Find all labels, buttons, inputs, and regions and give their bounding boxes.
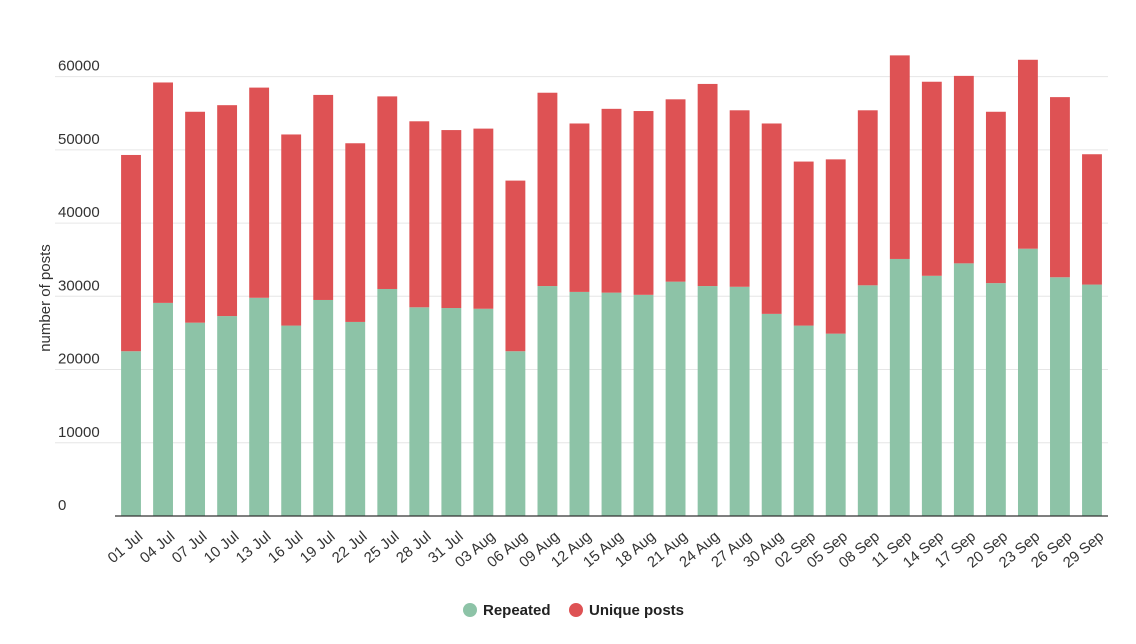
bar-unique-posts <box>889 55 910 259</box>
bar-repeated <box>153 302 173 516</box>
bar-unique-posts <box>985 111 1006 284</box>
bar-unique-posts <box>441 130 462 309</box>
bar-repeated <box>921 275 942 516</box>
bar-repeated <box>409 307 430 516</box>
bar-repeated <box>729 286 750 516</box>
y-axis-title: number of posts <box>37 244 54 352</box>
y-tick-label: 60000 <box>58 58 100 75</box>
bar-unique-posts <box>857 110 878 286</box>
bar-unique-posts <box>409 121 430 308</box>
bar-repeated <box>697 286 718 516</box>
bar-unique-posts <box>473 128 494 309</box>
x-tick-label: 16 Jul <box>265 528 307 567</box>
bar-unique-posts <box>377 96 398 289</box>
x-tick-label: 25 Jul <box>361 528 403 567</box>
bar-unique-posts <box>569 123 590 292</box>
x-tick-label: 22 Jul <box>329 528 371 567</box>
legend-swatch <box>463 603 477 617</box>
bar-repeated <box>377 288 398 516</box>
bar-unique-posts <box>313 94 334 300</box>
y-tick-label: 20000 <box>58 351 100 368</box>
bar-unique-posts <box>1017 59 1038 249</box>
bar-unique-posts <box>1082 154 1102 285</box>
y-tick-label: 0 <box>58 497 66 514</box>
x-tick-label: 10 Jul <box>201 528 243 567</box>
bar-unique-posts <box>729 110 750 287</box>
bar-repeated <box>185 322 206 516</box>
bar-repeated <box>889 258 910 516</box>
bar-repeated <box>345 321 366 516</box>
bar-repeated <box>505 351 526 516</box>
bar-unique-posts <box>921 81 942 276</box>
bar-unique-posts <box>537 92 558 287</box>
bar-unique-posts <box>665 99 686 282</box>
bar-unique-posts <box>217 105 238 317</box>
y-axis-ticks: 0 10000 20000 30000 40000 50000 60000 <box>58 58 100 514</box>
bar-repeated <box>473 308 494 516</box>
bar-repeated <box>633 294 654 516</box>
bar-repeated <box>537 286 558 516</box>
bar-repeated <box>601 292 622 516</box>
x-tick-label: 01 Jul <box>105 528 147 567</box>
y-tick-label: 40000 <box>58 204 100 221</box>
x-tick-label: 13 Jul <box>233 528 275 567</box>
legend: Repeated Unique posts <box>463 602 684 619</box>
bar-repeated <box>569 291 590 516</box>
bar-unique-posts <box>281 134 302 326</box>
bar-repeated <box>665 281 686 516</box>
bar-repeated <box>985 283 1006 516</box>
bar-repeated <box>793 325 814 516</box>
bar-unique-posts <box>153 82 173 303</box>
x-tick-label: 28 Jul <box>393 528 435 567</box>
bar-unique-posts <box>121 154 141 352</box>
bar-repeated <box>1082 284 1102 516</box>
bar-unique-posts <box>793 161 814 326</box>
bar-repeated <box>825 333 846 516</box>
bar-repeated <box>953 263 974 516</box>
bar-unique-posts <box>825 159 846 334</box>
bar-repeated <box>217 316 238 516</box>
y-tick-label: 10000 <box>58 424 100 441</box>
bar-unique-posts <box>185 111 206 323</box>
y-tick-label: 30000 <box>58 277 100 294</box>
bar-unique-posts <box>633 111 654 295</box>
legend-swatch <box>569 603 583 617</box>
bar-unique-posts <box>601 108 622 293</box>
x-tick-label: 19 Jul <box>297 528 339 567</box>
bar-repeated <box>441 308 462 516</box>
bar-unique-posts <box>1050 97 1070 278</box>
bar-unique-posts <box>345 143 366 322</box>
bar-unique-posts <box>953 75 974 264</box>
bar-unique-posts <box>505 180 526 352</box>
bar-repeated <box>857 285 878 516</box>
bar-unique-posts <box>761 123 782 314</box>
bar-repeated <box>1017 248 1038 516</box>
bar-unique-posts <box>249 87 270 298</box>
x-tick-label: 04 Jul <box>137 528 179 567</box>
legend-label: Unique posts <box>589 602 684 619</box>
y-tick-label: 50000 <box>58 131 100 148</box>
bar-repeated <box>281 325 302 516</box>
bar-unique-posts <box>697 83 718 287</box>
bar-repeated <box>1050 277 1070 516</box>
bars <box>121 55 1102 516</box>
bar-repeated <box>761 313 782 516</box>
legend-label: Repeated <box>483 602 551 619</box>
bar-repeated <box>249 297 270 516</box>
bar-repeated <box>313 299 334 516</box>
x-tick-label: 07 Jul <box>169 528 211 567</box>
bar-repeated <box>121 351 141 516</box>
